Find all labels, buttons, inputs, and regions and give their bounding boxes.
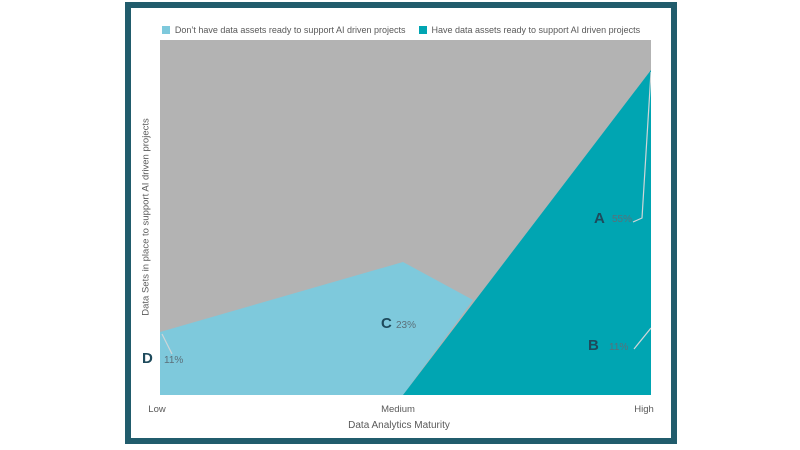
plot-area <box>160 40 651 395</box>
x-tick-medium: Medium <box>381 404 415 415</box>
annotation-letter-c: C <box>381 315 392 332</box>
leader-line-d <box>161 333 173 355</box>
annotation-value-d: 11% <box>164 355 184 366</box>
x-tick-low: Low <box>148 404 166 415</box>
x-tick-high: High <box>634 404 654 415</box>
area-have <box>403 70 651 395</box>
leader-line-b <box>633 327 651 350</box>
legend-item-have: Have data assets ready to support AI dri… <box>418 25 641 35</box>
legend: Don’t have data assets ready to support … <box>131 22 671 38</box>
y-axis-title: Data Sets in place to support AI driven … <box>140 118 152 316</box>
annotation-letter-a: A <box>594 210 605 227</box>
annotation-letter-d: D <box>142 350 153 367</box>
legend-label-have: Have data assets ready to support AI dri… <box>431 25 641 35</box>
annotation-value-c: 23% <box>396 320 417 331</box>
annotation-value-a: 55% <box>612 214 633 225</box>
area-dont-have <box>160 262 473 395</box>
leader-line-a <box>632 71 651 223</box>
legend-swatch-teal-icon <box>418 26 427 34</box>
legend-item-dont-have: Don’t have data assets ready to support … <box>161 25 406 35</box>
annotation-value-b: 11% <box>609 342 629 353</box>
legend-swatch-blue-icon <box>161 26 170 34</box>
legend-label-dont-have: Don’t have data assets ready to support … <box>174 25 406 35</box>
annotation-letter-b: B <box>588 337 599 354</box>
x-axis-title: Data Analytics Maturity <box>348 420 450 431</box>
